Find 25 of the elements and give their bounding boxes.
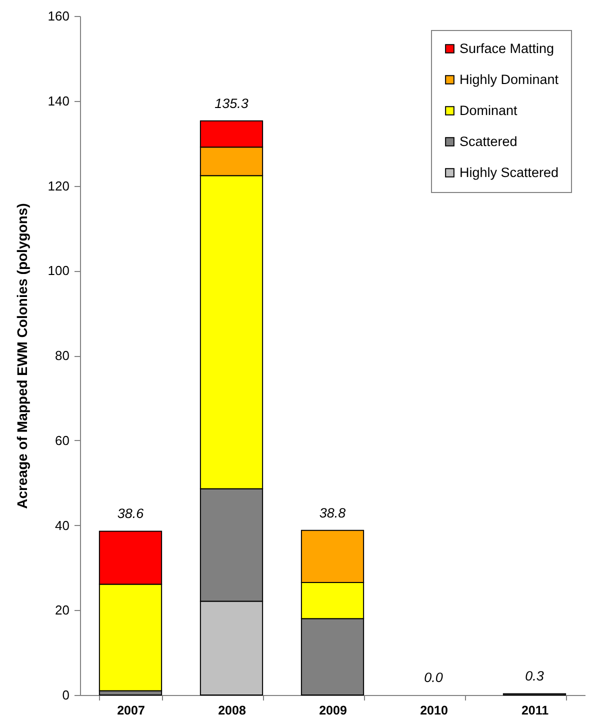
total-label: 38.6 — [117, 506, 144, 522]
text: 0.0 — [424, 670, 443, 685]
legend-label: Highly Dominant — [460, 72, 559, 87]
x-tick-label: 2007 — [117, 704, 145, 718]
y-tick-label: 100 — [48, 263, 70, 278]
y-tick-label: 0 — [62, 688, 70, 702]
legend-label: Dominant — [460, 102, 518, 118]
y-tick-label: 140 — [48, 93, 70, 108]
legend-label: Scattered — [460, 134, 518, 149]
total-label: 135.3 — [214, 96, 249, 111]
y-tick-label: 160 — [48, 8, 70, 24]
y-tick-label: 20 — [55, 602, 70, 618]
y-tick-label: 120 — [48, 178, 70, 194]
legend-label: Surface Matting — [460, 40, 554, 56]
x-tick-label: 2008 — [218, 704, 246, 718]
y-tick-label: 40 — [55, 518, 70, 533]
y-axis-title: Acreage of Mapped EWM Colonies (polygons) — [14, 203, 30, 509]
y-tick-label: 60 — [55, 432, 70, 448]
x-tick-label: 2011 — [521, 704, 549, 718]
total-label: 0.3 — [525, 668, 544, 684]
total-label: 38.8 — [319, 505, 346, 520]
legend-label: Highly Scattered — [460, 164, 559, 180]
y-tick-label: 80 — [55, 348, 70, 363]
x-tick-label: 2009 — [319, 704, 347, 718]
x-tick-label: 2010 — [420, 704, 448, 718]
